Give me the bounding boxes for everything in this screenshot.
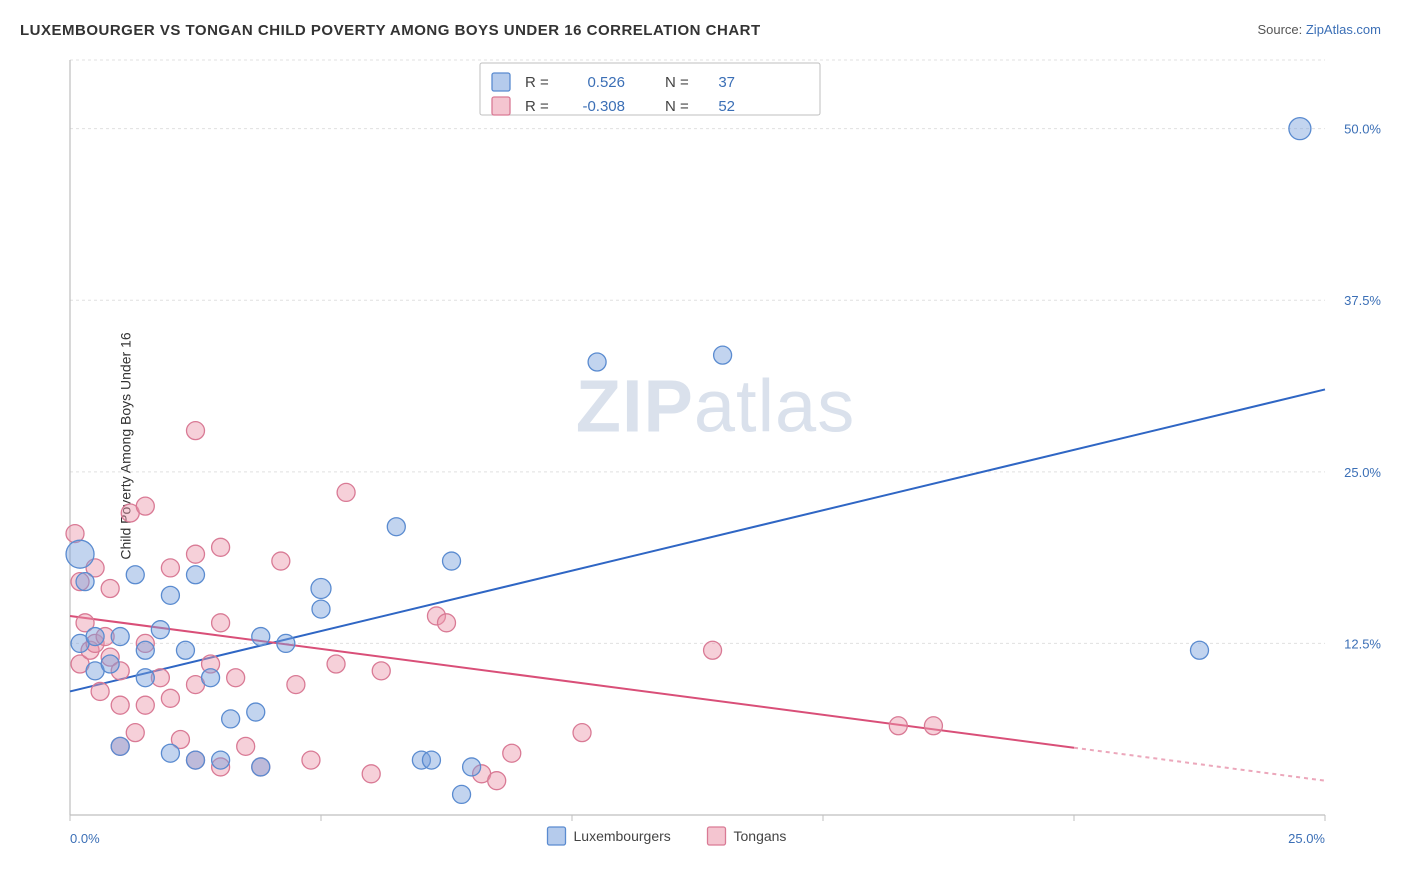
data-point [503,744,521,762]
source-prefix: Source: [1257,22,1305,37]
data-point [312,600,330,618]
data-point [66,540,94,568]
trend-line-extrapolated [1074,748,1325,781]
data-point [187,751,205,769]
data-point [237,737,255,755]
legend-n-label: N = [665,74,689,91]
y-tick-label: 37.5% [1344,293,1381,308]
data-point [438,614,456,632]
y-tick-label: 12.5% [1344,636,1381,651]
data-point [302,751,320,769]
data-point [422,751,440,769]
data-point [573,724,591,742]
data-point [704,641,722,659]
legend-swatch [492,73,510,91]
data-point [161,744,179,762]
legend-n-value: 37 [718,74,735,91]
y-tick-label: 25.0% [1344,465,1381,480]
scatter-chart: 12.5% 25.0% 37.5% 50.0% 0.0% 25.0% R = 0.526 N =… [50,55,1381,855]
data-point [327,655,345,673]
legend-r-label: R = [525,74,549,91]
data-point [187,566,205,584]
data-point [1289,118,1311,140]
data-point [924,717,942,735]
data-point [212,614,230,632]
data-point [889,717,907,735]
data-point [311,579,331,599]
data-point [136,669,154,687]
data-point [488,772,506,790]
data-point [187,422,205,440]
y-tick-label: 50.0% [1344,122,1381,137]
data-point [362,765,380,783]
trend-line [70,389,1325,691]
source-link[interactable]: ZipAtlas.com [1306,22,1381,37]
data-point [463,758,481,776]
data-point [187,545,205,563]
source-credit: Source: ZipAtlas.com [1257,22,1381,37]
legend-n-label: N = [665,98,689,115]
data-point [136,497,154,515]
data-point [277,634,295,652]
data-point [86,628,104,646]
data-point [176,641,194,659]
data-point [111,737,129,755]
data-point [161,559,179,577]
legend-label: Luxembourgers [574,828,671,844]
data-point [1191,641,1209,659]
data-point [126,724,144,742]
data-point [272,552,290,570]
x-tick-label: 0.0% [70,831,100,846]
data-point [247,703,265,721]
data-point [151,621,169,639]
data-point [91,682,109,700]
data-point [588,353,606,371]
chart-area: 12.5% 25.0% 37.5% 50.0% 0.0% 25.0% R = 0.526 N =… [50,55,1381,852]
legend-swatch [548,827,566,845]
data-point [76,573,94,591]
legend-n-value: 52 [718,98,735,115]
data-point [252,628,270,646]
data-point [136,641,154,659]
chart-title: LUXEMBOURGER VS TONGAN CHILD POVERTY AMO… [20,22,761,39]
data-point [227,669,245,687]
data-point [287,676,305,694]
data-point [161,586,179,604]
data-point [126,566,144,584]
data-point [111,628,129,646]
data-point [372,662,390,680]
legend-label: Tongans [734,828,787,844]
legend-r-value: 0.526 [587,74,625,91]
data-point [453,785,471,803]
legend-swatch [708,827,726,845]
data-point [714,346,732,364]
legend-r-label: R = [525,98,549,115]
data-point [111,696,129,714]
legend-stats: R = 0.526 N = 37 R = -0.308 N = 52 [480,63,820,115]
data-point [161,689,179,707]
data-point [387,518,405,536]
data-point [222,710,240,728]
legend-r-value: -0.308 [582,98,625,115]
data-point [212,538,230,556]
data-point [136,696,154,714]
data-point [252,758,270,776]
data-point [101,655,119,673]
data-point [101,580,119,598]
data-point [337,483,355,501]
data-point [202,669,220,687]
legend-swatch [492,97,510,115]
data-point [212,751,230,769]
x-tick-label: 25.0% [1288,831,1325,846]
legend-series: Luxembourgers Tongans [548,827,787,845]
trend-line [70,616,1074,748]
data-point [443,552,461,570]
